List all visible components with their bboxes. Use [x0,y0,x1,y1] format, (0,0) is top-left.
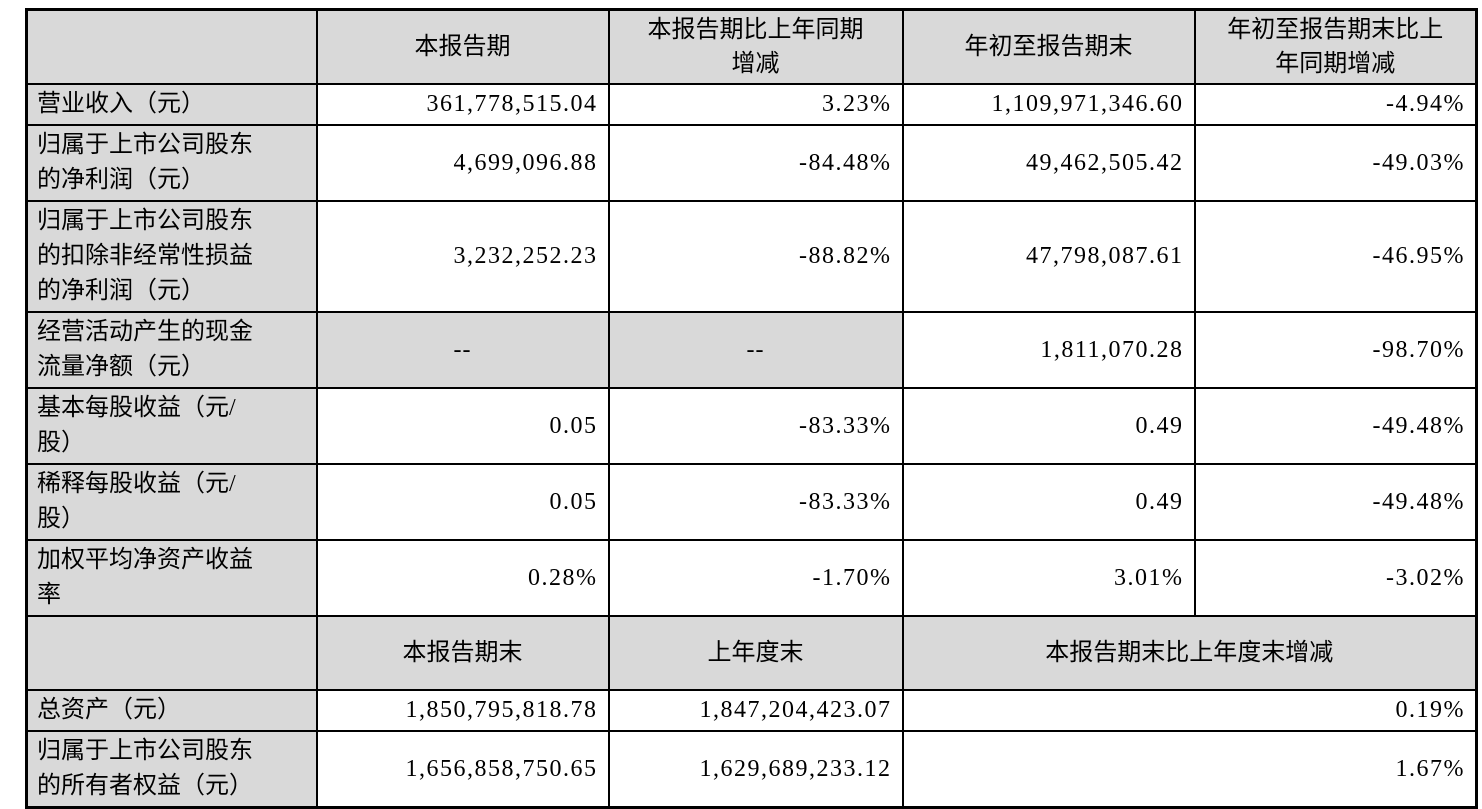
table-row-weighted-avg-roe: 加权平均净资产收益 率 0.28% -1.70% 3.01% -3.02% [25,539,1478,617]
table-row-owners-equity: 归属于上市公司股东 的所有者权益（元） 1,656,858,750.65 1,6… [25,730,1478,809]
table-row-operating-cash-flow: 经营活动产生的现金 流量净额（元） -- -- 1,811,070.28 -98… [25,311,1478,389]
cell-period-yoy-na: -- [607,311,904,389]
row-label: 总资产（元） [25,689,318,732]
header-period-end: 本报告期末 [315,615,610,691]
cell-change: 0.19% [901,689,1478,732]
header-prev-year-end: 上年度末 [607,615,904,691]
cell-current-period-na: -- [315,311,610,389]
header-current-period: 本报告期 [315,8,610,85]
header-ytd-yoy-change: 年初至报告期末比上 年同期增减 [1193,8,1478,85]
cell-change: 1.67% [901,730,1478,809]
table-row-net-profit: 归属于上市公司股东 的净利润（元） 4,699,096.88 -84.48% 4… [25,124,1478,202]
cell-ytd-yoy: -49.48% [1193,387,1478,465]
cell-period-yoy: -83.33% [607,387,904,465]
table-row-diluted-eps: 稀释每股收益（元/ 股） 0.05 -83.33% 0.49 -49.48% [25,463,1478,541]
cell-period-yoy: -1.70% [607,539,904,617]
cell-ytd: 1,109,971,346.60 [901,83,1196,126]
row-label: 基本每股收益（元/ 股） [25,387,318,465]
row-label: 经营活动产生的现金 流量净额（元） [25,311,318,389]
cell-current-period: 4,699,096.88 [315,124,610,202]
cell-ytd: 3.01% [901,539,1196,617]
cell-current-period: 361,778,515.04 [315,83,610,126]
cell-period-yoy: -88.82% [607,200,904,313]
cell-prev-year-end: 1,847,204,423.07 [607,689,904,732]
header-corner-cell-2 [25,615,318,691]
cell-period-end: 1,656,858,750.65 [315,730,610,809]
financial-summary-table: 本报告期 本报告期比上年同期 增减 年初至报告期末 年初至报告期末比上 年同期增… [25,8,1478,809]
cell-period-yoy: 3.23% [607,83,904,126]
cell-ytd-yoy: -49.03% [1193,124,1478,202]
cell-period-yoy: -84.48% [607,124,904,202]
cell-period-yoy: -83.33% [607,463,904,541]
table-row-basic-eps: 基本每股收益（元/ 股） 0.05 -83.33% 0.49 -49.48% [25,387,1478,465]
header-period-yoy-change: 本报告期比上年同期 增减 [607,8,904,85]
cell-ytd-yoy: -4.94% [1193,83,1478,126]
table-row-operating-revenue: 营业收入（元） 361,778,515.04 3.23% 1,109,971,3… [25,83,1478,126]
cell-ytd: 0.49 [901,387,1196,465]
cell-ytd-yoy: -3.02% [1193,539,1478,617]
cell-current-period: 0.05 [315,463,610,541]
cell-ytd-yoy: -46.95% [1193,200,1478,313]
row-label: 稀释每股收益（元/ 股） [25,463,318,541]
row-label: 归属于上市公司股东 的净利润（元） [25,124,318,202]
header-corner-cell [25,8,318,85]
header-period-end-change: 本报告期末比上年度末增减 [901,615,1478,691]
cell-current-period: 0.28% [315,539,610,617]
cell-current-period: 3,232,252.23 [315,200,610,313]
cell-period-end: 1,850,795,818.78 [315,689,610,732]
cell-ytd-yoy: -98.70% [1193,311,1478,389]
cell-ytd: 47,798,087.61 [901,200,1196,313]
header-row-period: 本报告期 本报告期比上年同期 增减 年初至报告期末 年初至报告期末比上 年同期增… [25,8,1478,85]
row-label: 营业收入（元） [25,83,318,126]
cell-ytd-yoy: -49.48% [1193,463,1478,541]
report-page: 本报告期 本报告期比上年同期 增减 年初至报告期末 年初至报告期末比上 年同期增… [25,8,1478,809]
table-row-total-assets: 总资产（元） 1,850,795,818.78 1,847,204,423.07… [25,689,1478,732]
header-year-to-date: 年初至报告期末 [901,8,1196,85]
table-row-net-profit-excl-nonrecurring: 归属于上市公司股东 的扣除非经常性损益 的净利润（元） 3,232,252.23… [25,200,1478,313]
row-label: 加权平均净资产收益 率 [25,539,318,617]
header-row-balance: 本报告期末 上年度末 本报告期末比上年度末增减 [25,615,1478,691]
cell-ytd: 0.49 [901,463,1196,541]
row-label: 归属于上市公司股东 的所有者权益（元） [25,730,318,809]
cell-prev-year-end: 1,629,689,233.12 [607,730,904,809]
cell-ytd: 1,811,070.28 [901,311,1196,389]
cell-ytd: 49,462,505.42 [901,124,1196,202]
cell-current-period: 0.05 [315,387,610,465]
row-label: 归属于上市公司股东 的扣除非经常性损益 的净利润（元） [25,200,318,313]
